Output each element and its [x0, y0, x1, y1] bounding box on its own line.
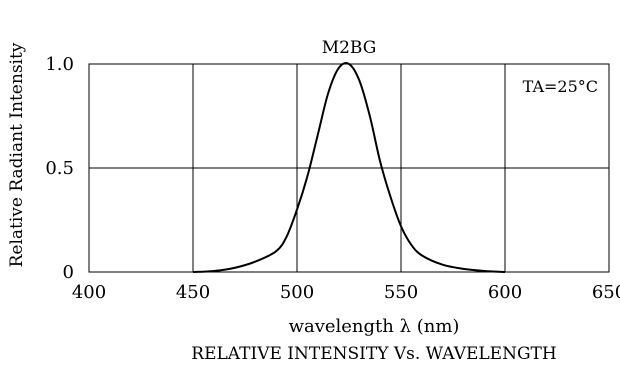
y-tick-label: 0.5 — [45, 158, 74, 179]
x-tick-label: 650 — [592, 282, 620, 303]
x-tick-label: 550 — [384, 282, 418, 303]
grid-lines — [89, 64, 609, 272]
x-axis-label: wavelength λ (nm) — [289, 316, 460, 337]
x-tick-labels: 400 450 500 550 600 650 — [72, 282, 620, 303]
x-tick-label: 600 — [488, 282, 522, 303]
y-tick-label: 1.0 — [45, 54, 74, 75]
chart-title: M2BG — [322, 38, 377, 58]
y-axis-label: Relative Radiant Intensity — [7, 42, 27, 267]
y-tick-label: 0 — [63, 262, 74, 283]
y-tick-labels: 0 0.5 1.0 — [45, 54, 74, 283]
series-line — [192, 62, 506, 273]
x-tick-label: 500 — [280, 282, 314, 303]
chart-caption: RELATIVE INTENSITY Vs. WAVELENGTH — [191, 344, 556, 364]
condition-annotation: TA=25°C — [523, 77, 598, 96]
x-tick-label: 450 — [176, 282, 210, 303]
x-tick-label: 400 — [72, 282, 106, 303]
